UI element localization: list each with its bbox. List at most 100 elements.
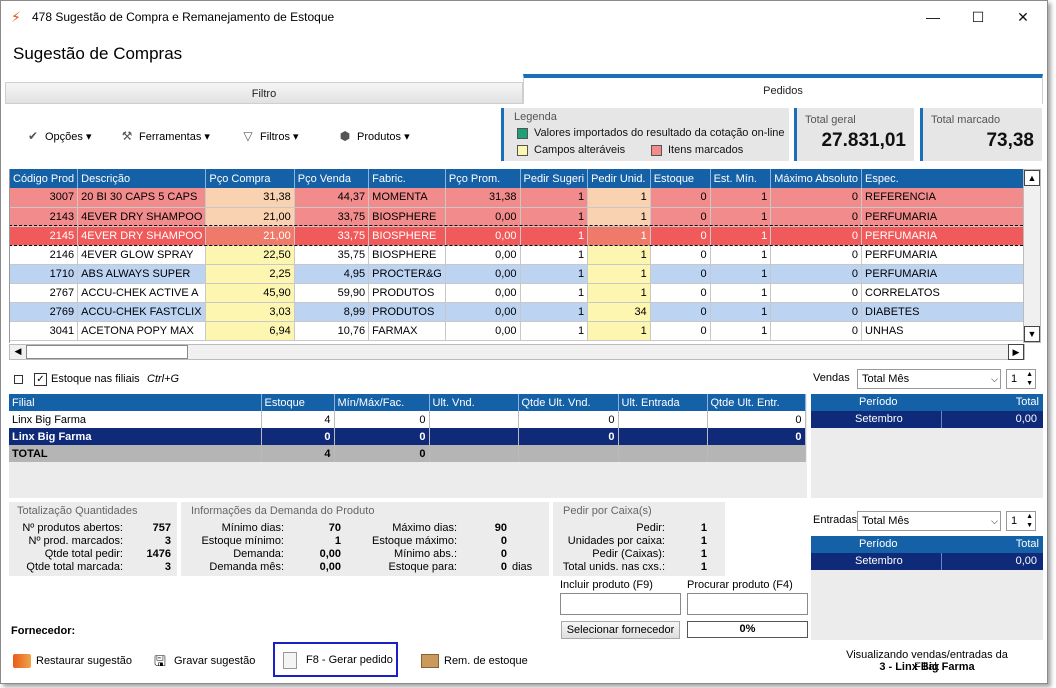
- product-cell[interactable]: 0: [770, 188, 863, 208]
- product-cell[interactable]: 1: [587, 207, 651, 227]
- product-cell[interactable]: 0: [650, 302, 711, 322]
- rem-estoque-button[interactable]: Rem. de estoque: [421, 653, 528, 669]
- tab-filtro[interactable]: Filtro: [5, 82, 523, 104]
- product-cell[interactable]: 1: [710, 321, 772, 341]
- product-cell[interactable]: 6,94: [205, 321, 295, 341]
- product-cell[interactable]: 1: [520, 188, 589, 208]
- incluir-produto-input[interactable]: [560, 593, 681, 615]
- scroll-down-icon[interactable]: ▼: [1024, 326, 1040, 342]
- product-cell[interactable]: 1: [587, 264, 651, 284]
- product-cell[interactable]: FARMAX: [368, 321, 446, 341]
- produtos-menu[interactable]: ⬢ Produtos ▾: [337, 127, 410, 145]
- col-min-max-fac[interactable]: Mín/Máx/Fac.: [334, 394, 430, 411]
- product-cell[interactable]: 0: [650, 283, 711, 303]
- product-cell[interactable]: 1: [520, 302, 589, 322]
- entradas-col-total[interactable]: Total: [1015, 538, 1039, 550]
- product-cell[interactable]: 10,76: [294, 321, 370, 341]
- product-cell[interactable]: 0,00: [445, 245, 521, 265]
- col-pedir-sugerido[interactable]: Pedir Sugeri: [520, 169, 589, 188]
- col-estoque[interactable]: Estoque: [650, 169, 711, 188]
- product-cell[interactable]: 4EVER DRY SHAMPOO: [77, 207, 207, 227]
- vendas-row[interactable]: Setembro 0,00: [811, 411, 1043, 428]
- product-cell[interactable]: 21,00: [205, 226, 295, 246]
- entradas-spinner[interactable]: 1 ▲ ▼: [1006, 511, 1036, 531]
- col-ult-vnd[interactable]: Ult. Vnd.: [429, 394, 519, 411]
- scroll-right-icon[interactable]: ▶: [1008, 344, 1024, 360]
- product-cell[interactable]: 1: [587, 321, 651, 341]
- product-cell[interactable]: 0,00: [445, 226, 521, 246]
- filial-row[interactable]: Linx Big Farma 0 0 0 0: [9, 428, 806, 445]
- product-cell[interactable]: 8,99: [294, 302, 370, 322]
- product-cell[interactable]: 1: [710, 302, 772, 322]
- product-cell[interactable]: PERFUMARIA: [861, 264, 1027, 284]
- product-cell[interactable]: BIOSPHERE: [368, 245, 446, 265]
- product-cell[interactable]: 3007: [10, 188, 79, 208]
- product-row[interactable]: 2767 ACCU-CHEK ACTIVE A 45,90 59,90 PRODUTOS…: [10, 283, 1027, 303]
- product-cell[interactable]: 0: [770, 302, 863, 322]
- product-cell[interactable]: ACCU-CHEK ACTIVE A: [77, 283, 207, 303]
- product-cell[interactable]: 59,90: [294, 283, 370, 303]
- product-cell[interactable]: 1: [710, 264, 772, 284]
- scroll-up-icon[interactable]: ▲: [1024, 170, 1040, 186]
- filial-row[interactable]: TOTAL 4 0: [9, 445, 806, 462]
- product-cell[interactable]: 2,25: [205, 264, 295, 284]
- product-cell[interactable]: 1: [587, 188, 651, 208]
- product-cell[interactable]: 21,00: [205, 207, 295, 227]
- product-cell[interactable]: 1: [587, 226, 651, 246]
- product-row[interactable]: 3007 20 BI 30 CAPS 5 CAPS 31,38 44,37 MOMENT…: [10, 188, 1027, 208]
- product-cell[interactable]: PERFUMARIA: [861, 226, 1027, 246]
- product-row[interactable]: 2146 4EVER GLOW SPRAY 22,50 35,75 BIOSPHERE 0…: [10, 245, 1027, 265]
- col-codigo[interactable]: Código Prod: [10, 169, 79, 188]
- spinner-arrows-icon[interactable]: ▲ ▼: [1026, 513, 1033, 529]
- ferramentas-menu[interactable]: ⚒ Ferramentas ▾: [119, 127, 210, 145]
- product-cell[interactable]: 34: [587, 302, 651, 322]
- product-cell[interactable]: PRODUTOS: [368, 302, 446, 322]
- close-button[interactable]: ✕: [1017, 9, 1029, 25]
- product-cell[interactable]: 33,75: [294, 207, 370, 227]
- product-cell[interactable]: 4EVER DRY SHAMPOO: [77, 226, 207, 246]
- product-cell[interactable]: 3041: [10, 321, 79, 341]
- vendas-spinner[interactable]: 1 ▲ ▼: [1006, 369, 1036, 389]
- col-descricao[interactable]: Descrição: [77, 169, 207, 188]
- product-cell[interactable]: 45,90: [205, 283, 295, 303]
- col-ult-entrada[interactable]: Ult. Entrada: [618, 394, 708, 411]
- maximize-button[interactable]: ☐: [971, 9, 985, 25]
- product-row[interactable]: 2769 ACCU-CHEK FASTCLIX 3,03 8,99 PRODUTOS 0,…: [10, 302, 1027, 322]
- product-cell[interactable]: 4EVER GLOW SPRAY: [77, 245, 207, 265]
- product-cell[interactable]: 0,00: [445, 207, 521, 227]
- product-cell[interactable]: 1: [520, 283, 589, 303]
- product-cell[interactable]: 0: [650, 245, 711, 265]
- spinner-arrows-icon[interactable]: ▲ ▼: [1026, 371, 1033, 387]
- product-cell[interactable]: 4,95: [294, 264, 370, 284]
- col-estoque-filial[interactable]: Estoque: [261, 394, 335, 411]
- vendas-col-periodo[interactable]: Período: [859, 396, 898, 408]
- product-row[interactable]: 3041 ACETONA POPY MAX 6,94 10,76 FARMAX 0,00 1…: [10, 321, 1027, 341]
- product-cell[interactable]: CORRELATOS: [861, 283, 1027, 303]
- product-cell[interactable]: UNHAS: [861, 321, 1027, 341]
- product-cell[interactable]: 0: [770, 321, 863, 341]
- product-cell[interactable]: 0: [650, 321, 711, 341]
- product-cell[interactable]: 1: [520, 207, 589, 227]
- product-cell[interactable]: 0,00: [445, 264, 521, 284]
- product-cell[interactable]: 22,50: [205, 245, 295, 265]
- col-filial[interactable]: Filial: [9, 394, 262, 411]
- col-pco-venda[interactable]: Pço Venda: [294, 169, 370, 188]
- product-cell[interactable]: 1: [520, 321, 589, 341]
- restaurar-sugestao-button[interactable]: Restaurar sugestão: [13, 653, 132, 669]
- product-cell[interactable]: BIOSPHERE: [368, 226, 446, 246]
- grid-horizontal-scrollbar[interactable]: ◀ ▶: [9, 344, 1025, 360]
- tab-pedidos[interactable]: Pedidos: [523, 74, 1043, 104]
- product-cell[interactable]: DIABETES: [861, 302, 1027, 322]
- filial-row[interactable]: Linx Big Farma 4 0 0 0: [9, 411, 806, 428]
- product-cell[interactable]: PROCTER&G: [368, 264, 446, 284]
- vendas-col-total[interactable]: Total: [1015, 396, 1039, 408]
- gerar-pedido-button[interactable]: F8 - Gerar pedido: [273, 642, 398, 677]
- product-cell[interactable]: 0: [770, 226, 863, 246]
- product-cell[interactable]: 3,03: [205, 302, 295, 322]
- minimize-button[interactable]: —: [926, 9, 940, 25]
- grid-vertical-scrollbar[interactable]: ▲ ▼: [1023, 169, 1041, 343]
- product-cell[interactable]: 2769: [10, 302, 79, 322]
- product-cell[interactable]: 1: [710, 207, 772, 227]
- col-fabric[interactable]: Fabric.: [368, 169, 446, 188]
- gravar-sugestao-button[interactable]: 🖫 Gravar sugestão: [151, 653, 255, 669]
